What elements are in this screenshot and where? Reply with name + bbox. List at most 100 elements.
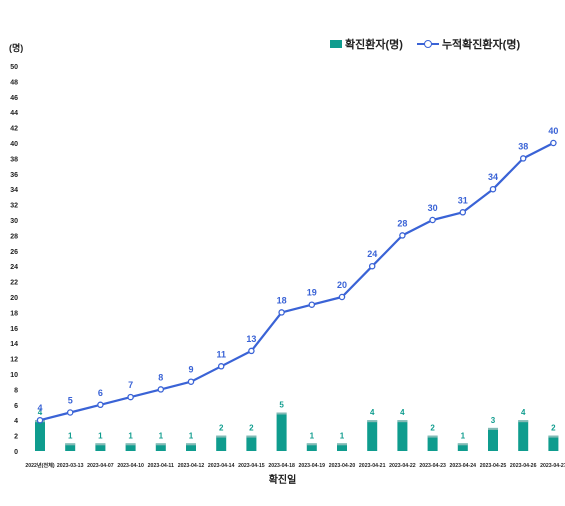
bar-data-label: 1 <box>310 431 315 440</box>
y-tick-label: 20 <box>10 295 18 302</box>
y-tick-label: 34 <box>10 187 18 194</box>
line-point <box>36 416 44 424</box>
line-data-label: 20 <box>337 280 347 290</box>
x-tick-label: 2023-04-22 <box>389 463 416 469</box>
y-tick-label: 30 <box>10 218 18 225</box>
y-axis-unit-label: (명) <box>9 42 23 53</box>
line-point <box>519 155 527 162</box>
line-data-label: 6 <box>98 388 103 398</box>
line-data-label: 4 <box>37 403 42 413</box>
legend: 확진환자(명) 누적확진환자(명) <box>330 36 520 52</box>
line-data-label: 28 <box>397 218 407 228</box>
bar-data-label: 2 <box>551 424 556 433</box>
bar <box>246 435 257 451</box>
bar-data-label: 5 <box>279 401 284 410</box>
x-tick-label: 2023-04-10 <box>117 463 144 469</box>
bar-data-label: 1 <box>68 431 73 440</box>
bar-top-highlight <box>457 443 468 446</box>
line-point <box>399 232 406 239</box>
bar-data-label: 1 <box>98 431 103 440</box>
bar <box>65 443 76 451</box>
x-tick-label: 2022년(전체) <box>25 461 55 469</box>
bar <box>367 420 378 451</box>
x-tick-label: 2023-04-14 <box>208 463 235 469</box>
bar-data-label: 1 <box>159 431 164 440</box>
line-point <box>459 209 467 216</box>
bar-data-label: 4 <box>521 408 526 417</box>
line-point <box>550 139 557 147</box>
bar <box>155 443 166 451</box>
y-tick-label: 16 <box>10 326 18 333</box>
bar-data-label: 3 <box>491 416 496 425</box>
y-tick-label: 4 <box>14 418 18 425</box>
line-data-label: 40 <box>548 126 558 136</box>
x-tick-label: 2023-04-23 <box>419 463 446 469</box>
line-point <box>157 386 165 393</box>
line-data-label: 30 <box>428 203 438 213</box>
x-tick-label: 2023-04-12 <box>178 463 205 469</box>
line-point <box>489 185 497 193</box>
y-tick-label: 36 <box>10 172 18 179</box>
y-tick-label: 24 <box>10 264 18 271</box>
y-tick-label: 18 <box>10 310 18 317</box>
y-tick-label: 44 <box>10 110 18 117</box>
y-tick-label: 6 <box>14 403 18 410</box>
line-data-label: 11 <box>216 349 226 359</box>
bar <box>337 443 347 451</box>
y-tick-label: 28 <box>10 233 18 240</box>
line-data-label: 34 <box>488 172 498 182</box>
bar <box>35 420 45 451</box>
bar-top-highlight <box>518 420 529 423</box>
x-tick-label: 2023-04-27 <box>540 463 565 469</box>
cumulative-line <box>39 142 554 422</box>
line-data-label: 7 <box>128 380 133 390</box>
legend-bar-label: 확진환자(명) <box>345 39 403 51</box>
bar-top-highlight <box>337 443 347 446</box>
x-tick-label: 2023-03-13 <box>57 463 84 469</box>
x-tick-label: 2023-04-15 <box>238 463 265 469</box>
bar-top-highlight <box>65 443 76 446</box>
bar <box>276 412 287 451</box>
y-axis-ticks: 0246810121416182022242628303234363840424… <box>10 64 18 456</box>
bar-data-label: 4 <box>38 408 43 417</box>
y-tick-label: 22 <box>10 280 18 287</box>
line-data-label: 18 <box>277 295 287 305</box>
line-data-label: 13 <box>246 334 256 344</box>
bar-top-highlight <box>125 443 136 446</box>
line-point <box>97 401 104 409</box>
line-point <box>338 293 346 301</box>
y-tick-label: 50 <box>10 64 18 71</box>
bar <box>488 427 498 451</box>
line-point <box>217 363 225 370</box>
y-tick-label: 0 <box>14 449 18 456</box>
x-tick-label: 2023-04-26 <box>510 463 537 469</box>
bar-top-highlight <box>306 443 317 446</box>
line-point <box>127 393 134 401</box>
bar-data-label: 2 <box>430 424 435 433</box>
y-tick-label: 40 <box>10 141 18 148</box>
y-tick-label: 46 <box>10 95 18 102</box>
bar-top-highlight <box>216 435 227 438</box>
bar-top-highlight <box>488 427 498 430</box>
bar-top-highlight <box>155 443 166 446</box>
y-tick-label: 38 <box>10 156 18 163</box>
x-tick-label: 2023-04-20 <box>329 463 356 469</box>
bar-top-highlight <box>186 443 196 446</box>
y-tick-label: 42 <box>10 126 18 133</box>
line-point <box>308 301 316 308</box>
y-tick-label: 12 <box>10 357 18 364</box>
y-tick-label: 10 <box>10 372 18 379</box>
bar-data-label: 1 <box>128 431 133 440</box>
line-data-label: 31 <box>458 195 468 205</box>
x-axis-ticks: 2022년(전체) 2023-03-13 2023-04-07 2023-04-10 2… <box>25 461 565 469</box>
x-tick-label: 2023-04-18 <box>268 463 295 469</box>
line-data-label: 19 <box>307 288 317 298</box>
line-point <box>278 309 285 316</box>
bar-top-highlight <box>397 420 408 423</box>
line-point <box>368 262 376 270</box>
line-point <box>66 409 74 416</box>
bar-data-label: 1 <box>340 431 345 440</box>
x-tick-label: 2023-04-11 <box>148 463 174 469</box>
